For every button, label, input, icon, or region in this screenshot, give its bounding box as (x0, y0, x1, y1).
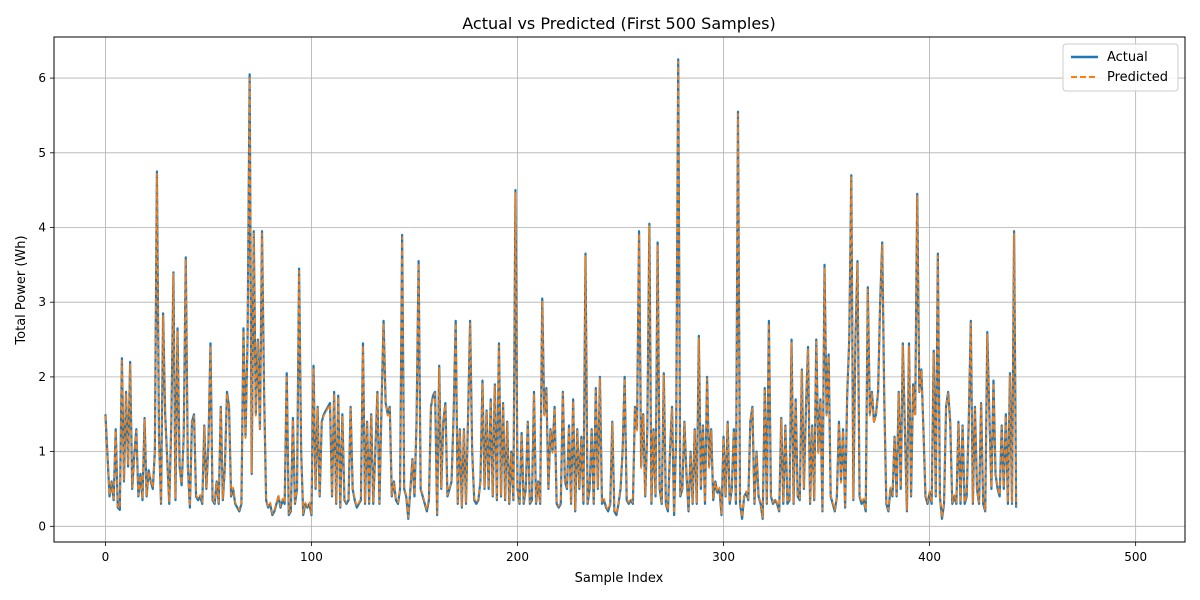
plot-frame (53, 36, 1186, 543)
legend-box (1062, 43, 1179, 92)
x-axis: 0 100 200 300 400 500 (102, 542, 1147, 564)
x-axis-label: Sample Index (575, 571, 664, 586)
x-tick-label: 500 (1124, 550, 1147, 564)
grid (54, 37, 1185, 542)
x-tick-label: 100 (300, 550, 323, 564)
y-tick-label: 1 (38, 445, 46, 459)
legend-label-actual: Actual (1107, 50, 1148, 65)
y-axis: 0 1 2 3 4 5 6 (38, 71, 54, 533)
legend: Actual Predicted (1062, 43, 1179, 92)
y-tick-label: 4 (38, 220, 46, 234)
chart-title: Actual vs Predicted (First 500 Samples) (462, 14, 776, 33)
x-tick-label: 400 (918, 550, 941, 564)
y-axis-label: Total Power (Wh) (14, 235, 29, 345)
y-tick-label: 2 (38, 370, 46, 384)
legend-label-predicted: Predicted (1107, 70, 1168, 85)
y-tick-label: 5 (38, 146, 46, 160)
x-tick-label: 300 (712, 550, 735, 564)
y-tick-label: 3 (38, 295, 46, 309)
x-tick-label: 200 (506, 550, 529, 564)
x-tick-label: 0 (102, 550, 110, 564)
y-tick-label: 6 (38, 71, 46, 85)
y-tick-label: 0 (38, 519, 46, 533)
series-line-predicted (104, 60, 1017, 519)
series-layer (104, 58, 1018, 520)
